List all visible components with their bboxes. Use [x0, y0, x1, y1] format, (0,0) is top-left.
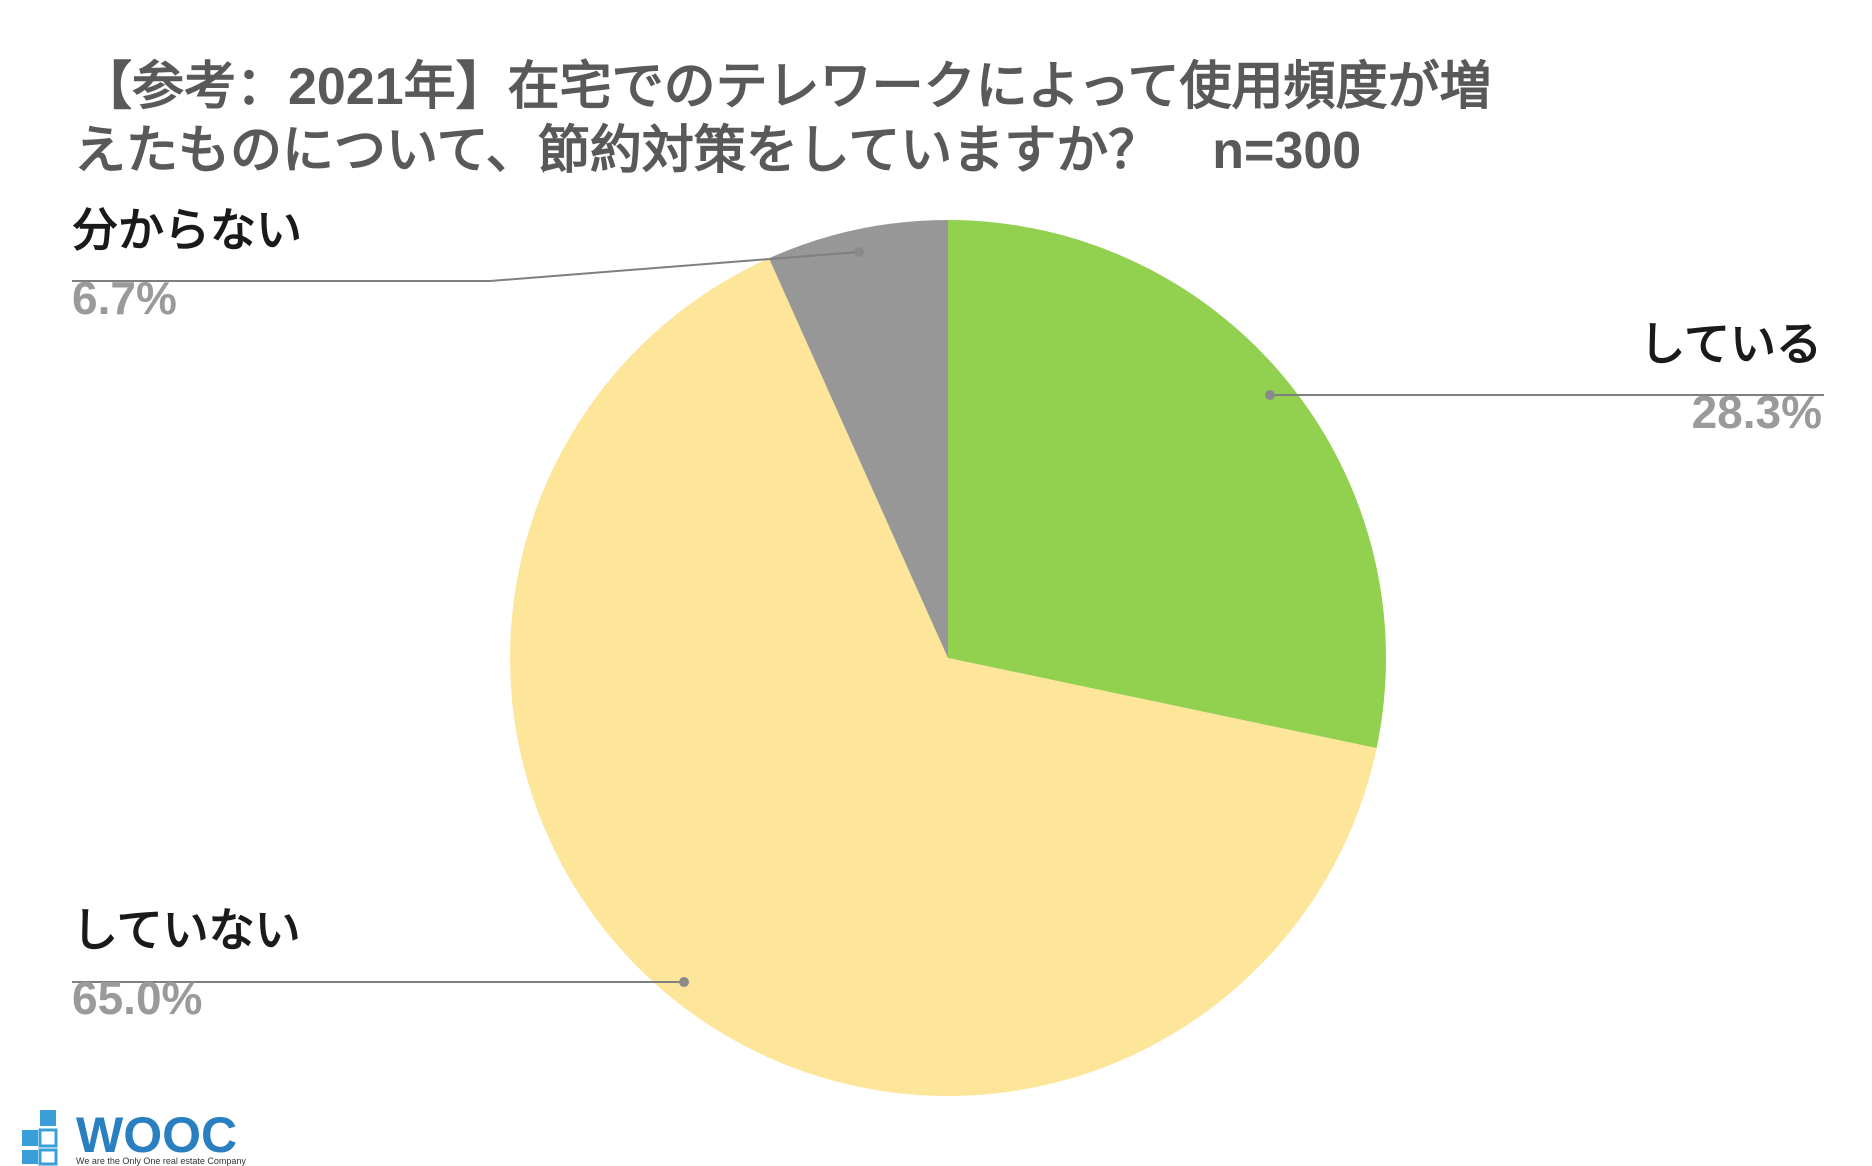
logo-name: WOOC	[76, 1107, 237, 1163]
leader-dot	[854, 247, 864, 257]
leader-dot	[679, 977, 689, 987]
value-label: 28.3%	[1692, 386, 1822, 438]
chart-title: えたものについて、節約対策をしていますか？ n=300	[74, 122, 1361, 180]
category-label: していない	[72, 904, 301, 956]
logo: WOOC We are the Only One real estate Com…	[22, 1107, 246, 1166]
leader-line	[72, 251, 860, 282]
pie-slice	[509, 258, 1377, 1096]
logo-block	[38, 1128, 58, 1148]
pie-slice	[769, 220, 948, 658]
logo-block	[22, 1150, 38, 1164]
leader-dot	[1265, 390, 1275, 400]
logo-tagline: We are the Only One real estate Company	[76, 1156, 246, 1166]
value-label: 65.0%	[72, 972, 202, 1024]
pie-slice	[948, 220, 1386, 749]
logo-block	[22, 1130, 38, 1146]
logo-block	[40, 1110, 56, 1126]
category-label: 分からない	[72, 204, 302, 256]
chart-title: 【参考：2021年】在宅でのテレワークによって使用頻度が増	[80, 58, 1492, 116]
value-label: 6.7%	[72, 272, 177, 324]
logo-block	[38, 1148, 58, 1166]
category-label: している	[1639, 318, 1822, 370]
